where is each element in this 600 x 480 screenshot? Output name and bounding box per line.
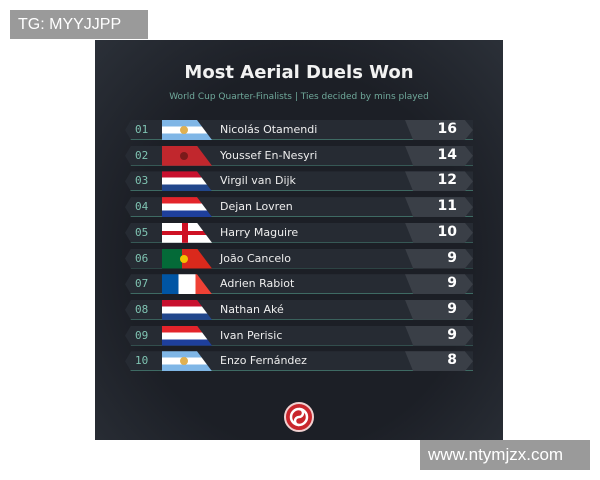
row-bar bbox=[125, 145, 473, 166]
flag-netherlands-icon bbox=[162, 171, 212, 192]
watermark-top-left: TG: MYYJJPP bbox=[10, 10, 148, 39]
flag-morocco-icon bbox=[162, 145, 212, 166]
page-title: Most Aerial Duels Won bbox=[184, 62, 414, 83]
row-bar bbox=[125, 120, 473, 140]
rank: 09 bbox=[135, 328, 149, 342]
table-row: 10 Enzo Fernández 8 bbox=[125, 351, 473, 372]
row-bar bbox=[125, 299, 473, 320]
score: 11 bbox=[437, 198, 457, 215]
rank: 02 bbox=[135, 148, 149, 162]
score-box bbox=[405, 299, 473, 320]
player-name: Nicolás Otamendi bbox=[220, 123, 318, 136]
table-row: 03 Virgil van Dijk 12 bbox=[125, 171, 473, 192]
player-name: Adrien Rabiot bbox=[220, 277, 295, 291]
row-bar bbox=[125, 197, 473, 218]
score: 12 bbox=[437, 172, 457, 189]
subtitle: World Cup Quarter-Finalists | Ties decid… bbox=[169, 92, 429, 102]
flag-france-icon bbox=[162, 274, 212, 295]
table-row: 07 Adrien Rabiot 9 bbox=[125, 274, 473, 295]
score-box bbox=[405, 171, 473, 192]
player-name: Youssef En-Nesyri bbox=[220, 148, 318, 162]
score-box bbox=[405, 351, 473, 372]
row-bar bbox=[125, 351, 473, 372]
score-box bbox=[405, 145, 473, 166]
rank: 10 bbox=[135, 354, 149, 368]
player-name: Nathan Aké bbox=[220, 302, 284, 316]
score: 10 bbox=[437, 223, 457, 240]
table-row: 06 João Cancelo 9 bbox=[125, 248, 473, 269]
watermark-bottom-right: www.ntymjzx.com bbox=[420, 440, 590, 470]
rank: 05 bbox=[135, 225, 149, 239]
score: 14 bbox=[437, 146, 457, 163]
flag-argentina-icon bbox=[162, 120, 212, 140]
score: 8 bbox=[447, 352, 457, 369]
table-row: 01 Nicolás Otamendi 16 bbox=[125, 120, 473, 140]
table-row: 05 Harry Maguire 10 bbox=[125, 222, 473, 243]
rank: 08 bbox=[135, 302, 149, 316]
player-name: Enzo Fernández bbox=[220, 354, 307, 368]
player-name: Dejan Lovren bbox=[220, 200, 293, 214]
row-bar bbox=[125, 222, 473, 243]
player-name: Virgil van Dijk bbox=[220, 174, 296, 188]
flag-england-icon bbox=[162, 222, 212, 243]
player-name: Ivan Perisic bbox=[220, 328, 283, 342]
brand-logo-icon bbox=[284, 402, 314, 432]
score: 16 bbox=[437, 121, 457, 137]
score: 9 bbox=[447, 326, 457, 343]
row-bar bbox=[125, 248, 473, 269]
flag-croatia-icon bbox=[162, 325, 212, 346]
score-box bbox=[405, 197, 473, 218]
rank: 01 bbox=[135, 123, 149, 136]
score-box bbox=[405, 120, 473, 140]
row-bar bbox=[125, 274, 473, 295]
rank: 03 bbox=[135, 174, 149, 188]
rank: 04 bbox=[135, 200, 149, 214]
ranking-card: Most Aerial Duels Won World Cup Quarter-… bbox=[95, 40, 503, 440]
table-row: 08 Nathan Aké 9 bbox=[125, 299, 473, 320]
score-box bbox=[405, 222, 473, 243]
flag-croatia-icon bbox=[162, 197, 212, 218]
flag-portugal-icon bbox=[162, 248, 212, 269]
score-box bbox=[405, 248, 473, 269]
player-name: Harry Maguire bbox=[220, 225, 299, 239]
row-bar bbox=[125, 325, 473, 346]
rank: 06 bbox=[135, 251, 149, 265]
score-box bbox=[405, 325, 473, 346]
player-name: João Cancelo bbox=[220, 251, 291, 265]
score-box bbox=[405, 274, 473, 295]
score: 9 bbox=[447, 275, 457, 292]
rank: 07 bbox=[135, 277, 149, 291]
row-bar bbox=[125, 171, 473, 192]
score: 9 bbox=[447, 249, 457, 266]
table-row: 09 Ivan Perisic 9 bbox=[125, 325, 473, 346]
flag-argentina-icon bbox=[162, 351, 212, 372]
table-row: 04 Dejan Lovren 11 bbox=[125, 197, 473, 218]
score: 9 bbox=[447, 300, 457, 317]
flag-netherlands-icon bbox=[162, 299, 212, 320]
table-row: 02 Youssef En-Nesyri 14 bbox=[125, 145, 473, 166]
